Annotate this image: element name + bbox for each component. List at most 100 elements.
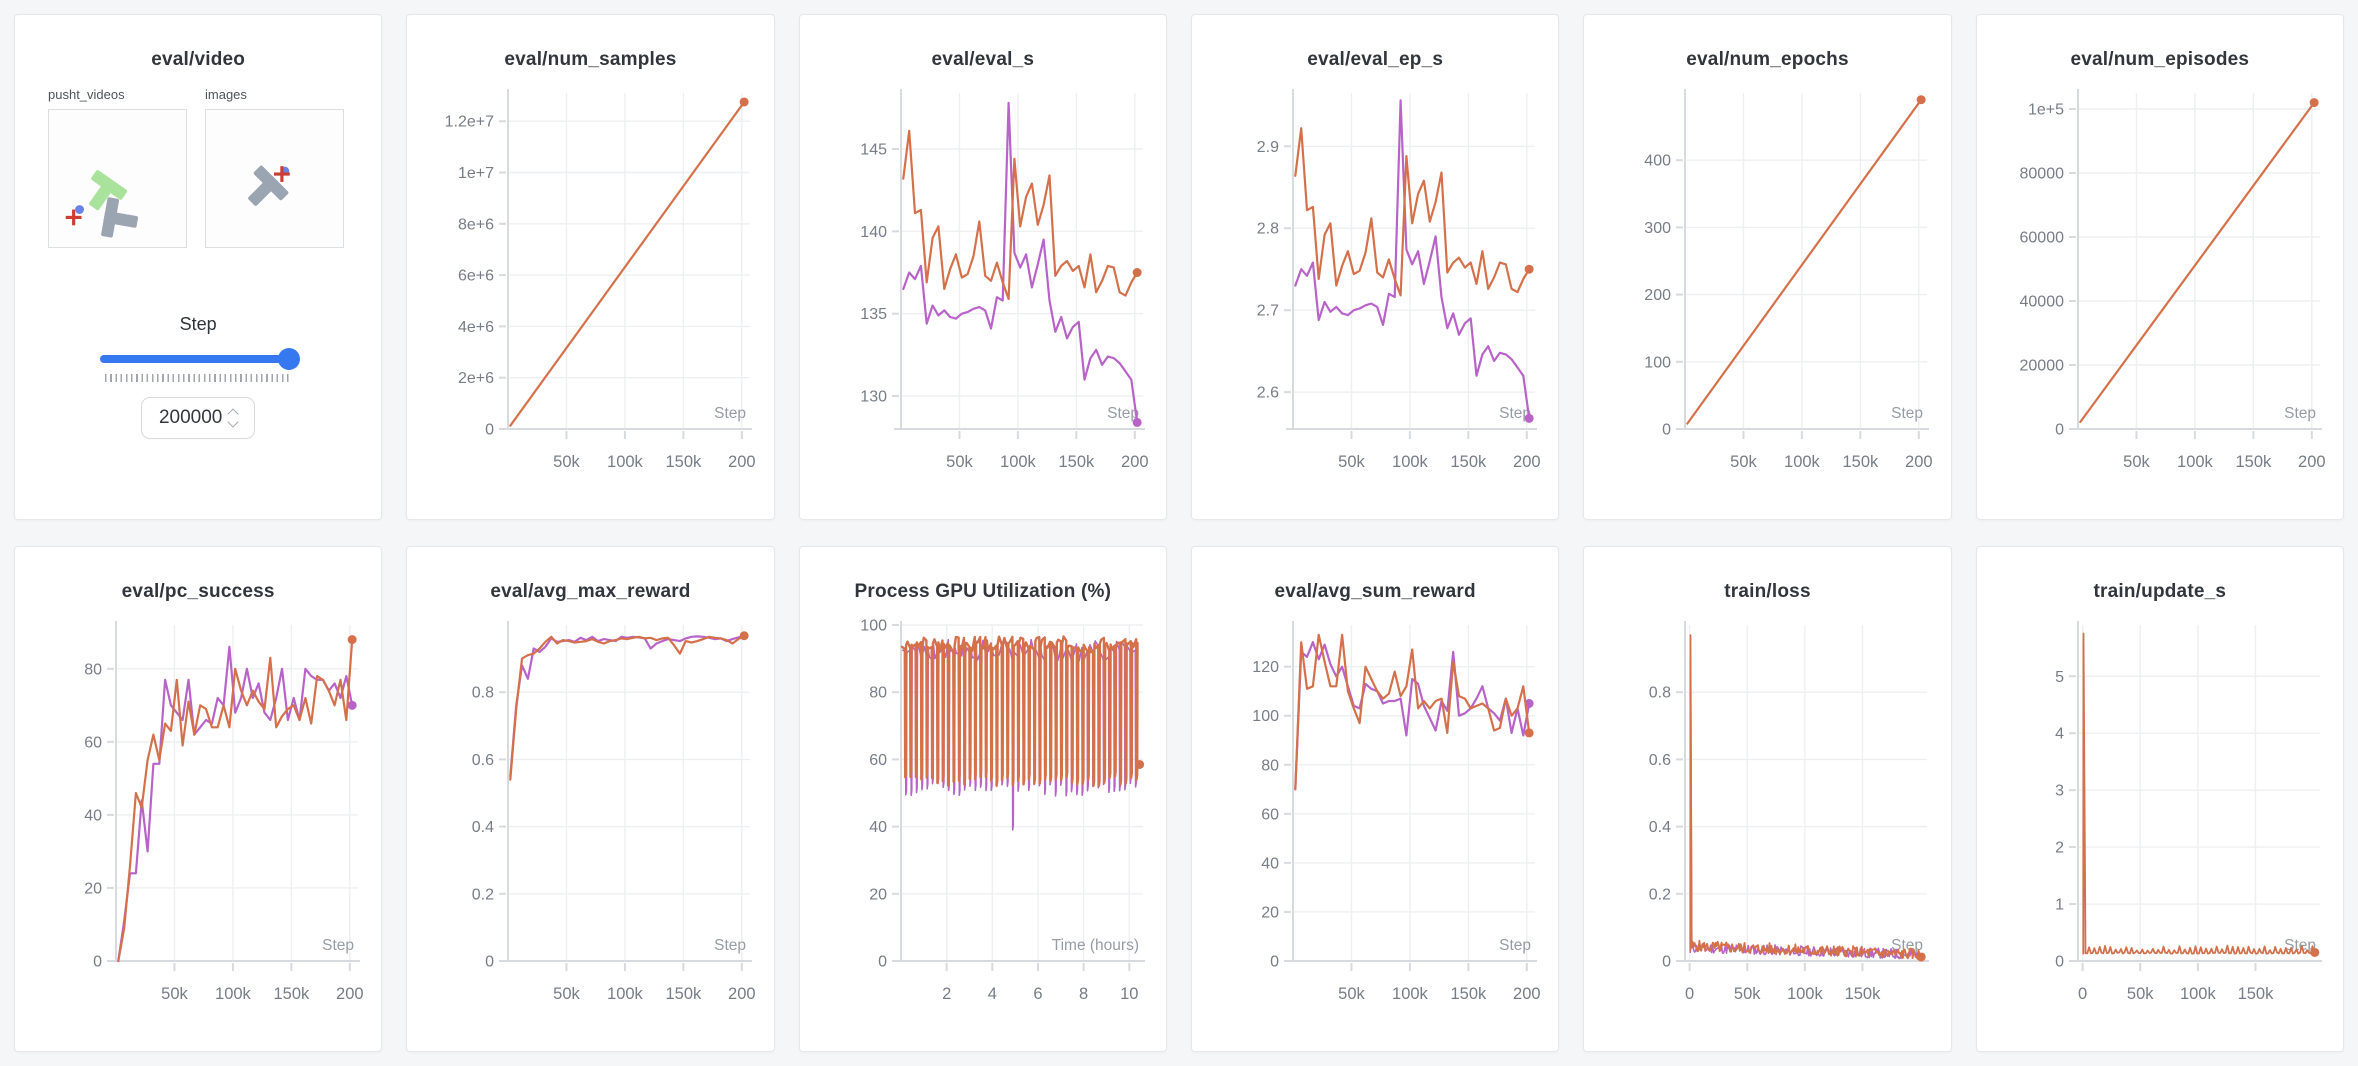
y-tick-label: 2: [2055, 840, 2064, 857]
x-tick-label: 100k: [2177, 453, 2214, 471]
y-tick-label: 200: [1645, 287, 1672, 304]
x-tick-label: 100k: [1787, 985, 1824, 1003]
chart-eval-eval-s[interactable]: 130 135 140 145 50k 100k 150k 200 Step: [813, 77, 1153, 489]
x-tick-label: 150k: [666, 453, 703, 471]
x-tick-label: 4: [988, 985, 997, 1003]
y-tick-label: 3: [2055, 783, 2064, 800]
series-line-orange: [509, 100, 746, 427]
y-tick-label: 0: [93, 954, 102, 971]
chart-title-train-update-s: train/update_s: [2093, 581, 2227, 602]
goal-cross-icon: [65, 209, 82, 226]
chart-eval-num-epochs[interactable]: 0 100 200 300 400 50k 100k 150k 200 Step: [1597, 77, 1937, 489]
x-tick-label: 100k: [1392, 985, 1429, 1003]
y-tick-label: 0.6: [1649, 752, 1671, 769]
y-tick-label: 140: [860, 224, 887, 241]
chart-title-eval-num-epochs: eval/num_epochs: [1686, 49, 1849, 70]
chart-eval-pc-success[interactable]: 0 20 40 60 80 50k 100k 150k 200 Step: [28, 609, 368, 1021]
chart-title-eval-pc-success: eval/pc_success: [121, 581, 275, 602]
y-tick-label: 100: [1645, 354, 1672, 371]
chart-title-eval-eval-ep-s: eval/eval_ep_s: [1307, 49, 1444, 70]
x-tick-label: 100k: [1392, 453, 1429, 471]
y-tick-label: 0.8: [472, 685, 494, 702]
y-tick-label: 2.7: [1257, 303, 1279, 320]
y-tick-label: 80000: [2019, 166, 2064, 183]
y-tick-label: 130: [860, 389, 887, 406]
step-slider-label: Step: [179, 314, 217, 334]
x-tick-label: 8: [1079, 985, 1088, 1003]
gray-t-shape: [248, 165, 289, 206]
x-tick-label: 200: [336, 985, 364, 1003]
x-tick-label: 200: [729, 453, 757, 471]
x-tick-label: 150k: [666, 985, 703, 1003]
step-slider[interactable]: [100, 348, 301, 370]
slider-thumb[interactable]: [278, 348, 301, 370]
y-tick-label: 20: [84, 880, 102, 897]
chart-title-train-loss: train/loss: [1724, 581, 1811, 602]
end-point-dot-orange: [2310, 947, 2320, 957]
end-point-dot-orange: [1917, 95, 1927, 105]
y-tick-label: 20: [1261, 904, 1279, 921]
x-tick-label: 50k: [554, 985, 581, 1003]
y-tick-label: 0.8: [1649, 685, 1671, 702]
y-tick-label: 80: [869, 685, 887, 702]
y-tick-label: 0: [1270, 954, 1279, 971]
x-tick-label: 50k: [1731, 453, 1758, 471]
thumbnail-images[interactable]: images: [205, 87, 344, 248]
thumbnail-pusht-videos[interactable]: pusht_videos: [48, 87, 187, 248]
series-line-orange: [1686, 98, 1923, 425]
y-tick-label: 0.4: [472, 819, 494, 836]
y-tick-label: 6e+6: [458, 268, 494, 285]
y-tick-label: 40: [869, 819, 887, 836]
chart-eval-num-samples[interactable]: 0 2e+6 4e+6 6e+6 8e+6 1e+7 1.2e+7 50k 100k 150k 20…: [420, 77, 760, 489]
chart-eval-avg-max-reward[interactable]: 0 0.2 0.4 0.6 0.8 50k 100k 150k 200 Step: [420, 609, 760, 1021]
x-axis-label: Step: [1499, 937, 1531, 954]
panel-eval-eval-s: eval/eval_s 130 135 140 145 50k 100k 150k 200 St…: [798, 14, 1167, 520]
y-tick-label: 1e+5: [2028, 102, 2064, 119]
y-tick-label: 0: [1663, 954, 1672, 971]
chart-eval-eval-ep-s[interactable]: 2.6 2.7 2.8 2.9 50k 100k 150k 200 Step: [1205, 77, 1545, 489]
chart-title-eval-num-episodes: eval/num_episodes: [2070, 49, 2250, 70]
end-point-dot-orange: [740, 97, 750, 107]
y-tick-label: 0.6: [472, 752, 494, 769]
y-tick-label: 0.2: [472, 886, 494, 903]
spinner-down-icon[interactable]: [227, 416, 240, 428]
slider-track[interactable]: [100, 355, 297, 363]
chart-eval-avg-sum-reward[interactable]: 0 20 40 60 80 100 120 50k 100k 150k 200 Step: [1205, 609, 1545, 1021]
y-tick-label: 80: [1261, 757, 1279, 774]
end-point-dot-orange: [1524, 728, 1534, 738]
y-tick-label: 2e+6: [458, 370, 494, 387]
panel-eval-video: eval/video pusht_videos: [14, 14, 383, 520]
step-input[interactable]: 200000: [141, 397, 256, 439]
y-tick-label: 0: [486, 422, 495, 439]
panel-eval-num-episodes: eval/num_episodes 0 20000 40000 60000 80000 1…: [1975, 14, 2344, 520]
series-line-purple: [509, 635, 746, 778]
stepper-icons[interactable]: [227, 408, 240, 428]
x-tick-label: 0: [1686, 985, 1695, 1003]
y-tick-label: 0: [878, 954, 887, 971]
y-tick-label: 1.2e+7: [445, 114, 494, 131]
end-point-dot-orange: [347, 635, 357, 645]
y-tick-label: 1: [2055, 897, 2064, 914]
chart-title-eval-avg-sum-reward: eval/avg_sum_reward: [1274, 581, 1476, 602]
x-tick-label: 50k: [161, 985, 188, 1003]
chart-process-gpu-utilization[interactable]: 0 20 40 60 80 100 2 4 6 8 10 Time (hours): [813, 609, 1153, 1021]
x-axis-label: Step: [1892, 405, 1924, 422]
x-tick-label: 100k: [1785, 453, 1822, 471]
x-tick-label: 0: [2078, 985, 2087, 1003]
panel-eval-eval-ep-s: eval/eval_ep_s 2.6 2.7 2.8 2.9 50k 100k 150k 20…: [1191, 14, 1560, 520]
x-tick-label: 150k: [1451, 985, 1488, 1003]
end-point-dot-purple: [1524, 698, 1534, 708]
y-tick-label: 0: [486, 954, 495, 971]
y-tick-label: 0: [2055, 422, 2064, 439]
thumbnail-label: images: [205, 87, 247, 102]
x-axis-label: Step: [1107, 405, 1139, 422]
gray-t-shape: [101, 197, 139, 238]
y-tick-label: 4: [2055, 726, 2064, 743]
y-tick-label: 20: [869, 886, 887, 903]
y-tick-label: 60: [1261, 806, 1279, 823]
chart-eval-num-episodes[interactable]: 0 20000 40000 60000 80000 1e+5 50k 100k 150k 200 S…: [1990, 77, 2330, 489]
y-tick-label: 100: [860, 618, 887, 635]
